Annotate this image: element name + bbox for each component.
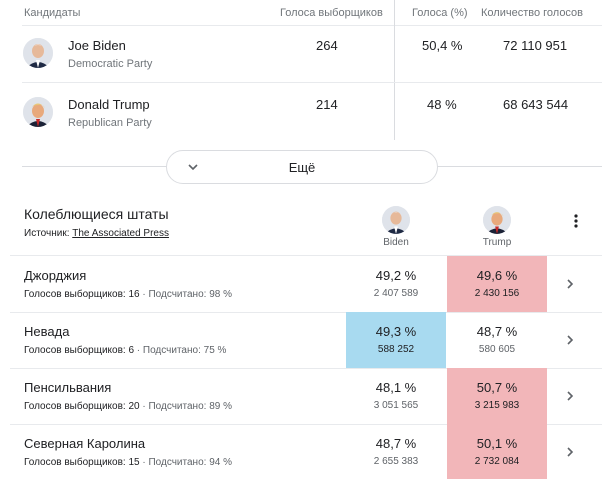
state-name: Северная Каролина: [24, 436, 146, 451]
swing-source: Источник: The Associated Press: [24, 228, 169, 239]
more-vert-icon[interactable]: [568, 213, 584, 229]
biden-votes: 2 655 383: [373, 456, 419, 467]
header-vote-count: Количество голосов: [481, 7, 584, 19]
chevron-right-icon[interactable]: [564, 278, 576, 290]
source-label: Источник:: [24, 228, 70, 239]
biden-avatar-icon: [23, 38, 53, 68]
state-meta: Голосов выборщиков: 6 · Подсчитано: 75 %: [24, 345, 227, 356]
state-meta: Голосов выборщиков: 15 · Подсчитано: 94 …: [24, 457, 232, 468]
row-divider: [10, 368, 602, 369]
trump-pct: 50,1 %: [476, 436, 518, 451]
state-meta: Голосов выборщиков: 20 · Подсчитано: 89 …: [24, 401, 232, 412]
trump-cell-leading: 49,6 % 2 430 156: [447, 256, 547, 312]
candidate-votes: 72 110 951: [503, 38, 568, 53]
trump-cell-leading: 50,7 % 3 215 983: [447, 368, 547, 424]
chevron-down-icon: [188, 164, 198, 171]
biden-cell: 48,7 % 2 655 383: [346, 424, 446, 479]
state-row-north-carolina[interactable]: Северная Каролина Голосов выборщиков: 15…: [10, 424, 602, 479]
show-more-button[interactable]: Ещё: [166, 150, 438, 184]
results-table-header: Кандидаты Голоса выборщиков Голоса (%) К…: [0, 0, 602, 26]
trump-cell-leading: 50,1 % 2 732 084: [447, 424, 547, 479]
state-electoral: 15: [128, 457, 140, 468]
candidate-name: Donald Trump: [68, 97, 150, 112]
trump-avatar-icon: [23, 97, 53, 127]
state-row-pennsylvania[interactable]: Пенсильвания Голосов выборщиков: 20 · По…: [10, 368, 602, 424]
row-divider: [10, 312, 602, 313]
candidate-electoral: 214: [316, 97, 338, 112]
candidate-row-biden[interactable]: Joe Biden Democratic Party 264 50,4 % 72…: [0, 26, 602, 84]
trump-column-label: Trump: [482, 237, 512, 248]
biden-pct: 48,7 %: [375, 436, 417, 451]
header-electoral-votes: Голоса выборщиков: [280, 7, 383, 19]
state-name: Пенсильвания: [24, 380, 112, 395]
trump-votes: 2 732 084: [474, 456, 520, 467]
chevron-right-icon[interactable]: [564, 334, 576, 346]
biden-votes: 3 051 565: [373, 400, 419, 411]
swing-states-title: Колеблющиеся штаты: [24, 206, 169, 222]
candidate-electoral: 264: [316, 38, 338, 53]
candidate-row-trump[interactable]: Donald Trump Republican Party 214 48 % 6…: [0, 83, 602, 141]
chevron-right-icon[interactable]: [564, 390, 576, 402]
trump-votes: 3 215 983: [474, 400, 520, 411]
state-electoral: 6: [128, 345, 135, 356]
biden-pct: 49,3 %: [375, 324, 417, 339]
header-vote-share: Голоса (%): [412, 7, 468, 19]
state-row-georgia[interactable]: Джорджия Голосов выборщиков: 16 · Подсчи…: [10, 256, 602, 312]
candidate-party: Democratic Party: [68, 58, 153, 70]
state-counted: 89 %: [209, 401, 232, 412]
biden-votes: 2 407 589: [373, 288, 419, 299]
state-counted: 75 %: [203, 345, 227, 356]
biden-cell: 49,2 % 2 407 589: [346, 256, 446, 312]
column-divider: [394, 0, 395, 140]
biden-cell: 48,1 % 3 051 565: [346, 368, 446, 424]
state-counted: 98 %: [209, 289, 232, 300]
trump-pct: 48,7 %: [476, 324, 518, 339]
header-candidates: Кандидаты: [24, 7, 81, 19]
header-divider: [22, 25, 602, 26]
trump-votes: 580 605: [478, 344, 516, 355]
state-electoral: 20: [128, 401, 140, 412]
chevron-right-icon[interactable]: [564, 446, 576, 458]
biden-column-label: Biden: [383, 237, 409, 248]
show-more-label: Ещё: [288, 160, 316, 175]
state-row-nevada[interactable]: Невада Голосов выборщиков: 6 · Подсчитан…: [10, 312, 602, 368]
trump-pct: 49,6 %: [476, 268, 518, 283]
candidate-share: 50,4 %: [422, 38, 463, 53]
trump-column-avatar-icon: [483, 206, 511, 234]
biden-cell-leading: 49,3 % 588 252: [346, 312, 446, 368]
state-counted: 94 %: [209, 457, 232, 468]
biden-pct: 49,2 %: [375, 268, 417, 283]
row-divider: [10, 424, 602, 425]
state-name: Джорджия: [24, 268, 87, 283]
candidate-share: 48 %: [427, 97, 457, 112]
candidate-name: Joe Biden: [68, 38, 126, 53]
swing-header-divider: [10, 255, 602, 256]
state-name: Невада: [24, 324, 70, 339]
row-divider: [22, 82, 602, 83]
biden-pct: 48,1 %: [375, 380, 417, 395]
trump-pct: 50,7 %: [476, 380, 518, 395]
source-link[interactable]: The Associated Press: [72, 228, 169, 239]
trump-votes: 2 430 156: [474, 288, 520, 299]
candidate-party: Republican Party: [68, 117, 152, 129]
candidate-votes: 68 643 544: [503, 97, 569, 112]
state-meta: Голосов выборщиков: 16 · Подсчитано: 98 …: [24, 289, 232, 300]
biden-column-avatar-icon: [382, 206, 410, 234]
trump-cell: 48,7 % 580 605: [447, 312, 547, 368]
state-electoral: 16: [128, 289, 140, 300]
biden-votes: 588 252: [377, 344, 415, 355]
